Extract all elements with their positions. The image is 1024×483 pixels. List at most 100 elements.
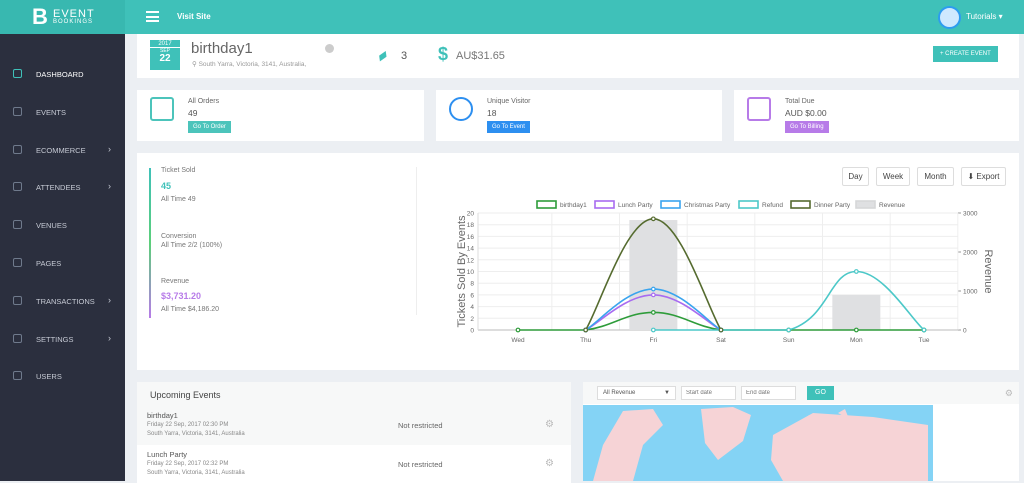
sidebar-item-settings[interactable]: SETTINGS ›	[0, 329, 125, 349]
y2-tick-label: 0	[963, 328, 967, 335]
chevron-right-icon: ›	[108, 143, 111, 154]
data-point	[650, 310, 656, 315]
day-button[interactable]: Day	[842, 167, 869, 186]
download-icon: ⬇	[967, 172, 975, 181]
user-circle-icon	[449, 97, 473, 121]
user-menu[interactable]: Tutorials ▾	[966, 12, 1003, 21]
money-bag-icon	[747, 97, 771, 121]
table-row[interactable]: birthday1 Friday 22 Sep, 2017 02:30 PM S…	[137, 406, 571, 444]
sidebar-item-attendees[interactable]: ATTENDEES ›	[0, 177, 125, 197]
x-tick-label: Mon	[850, 337, 863, 344]
x-tick-label: Sun	[783, 337, 795, 344]
legend-label: birthday1	[560, 202, 587, 209]
month-button[interactable]: Month	[917, 167, 954, 186]
sidebar-item-users[interactable]: USERS	[0, 366, 125, 386]
event-location: ⚲ South Yarra, Victoria, 3141, Australia…	[192, 61, 307, 68]
date-badge: 2017 SEP 22	[150, 40, 180, 70]
y2-tick-label: 3000	[963, 211, 978, 218]
panel-title: Upcoming Events	[150, 390, 221, 400]
sidebar-item-transactions[interactable]: TRANSACTIONS ›	[0, 291, 125, 311]
revenue-select[interactable]: All Revenue ▼	[597, 386, 676, 400]
x-tick-label: Tue	[919, 337, 930, 344]
y-tick-label: 10	[467, 269, 475, 276]
revenue-map-panel: All Revenue▼ GO ⚙	[583, 382, 1019, 481]
top-bar: B EVENT BOOKINGS Visit Site Tutorials ▾	[0, 0, 1024, 34]
stat-button[interactable]: Go To Billing	[785, 121, 829, 133]
y2-tick-label: 2000	[963, 250, 978, 257]
data-point	[786, 327, 792, 333]
y-tick-label: 6	[470, 292, 474, 299]
data-point	[650, 216, 656, 222]
cart-icon	[150, 97, 174, 121]
revenue-bar	[832, 294, 881, 330]
x-tick-label: Thu	[580, 337, 592, 344]
go-button[interactable]: GO	[807, 386, 834, 400]
calendar-icon	[13, 106, 22, 116]
tickets-revenue-chart: 0 2 4 6 8 10 12 14 16 18 20 0 1000 2000 3000 Wed Thu Fri S…	[456, 200, 994, 344]
legend-label: Dinner Party	[814, 202, 851, 209]
gear-icon	[13, 333, 22, 343]
divider	[416, 167, 417, 315]
event-name: birthday1	[191, 40, 253, 57]
stat-button[interactable]: Go To Order	[188, 121, 231, 133]
copy-icon	[13, 69, 22, 78]
stat-button[interactable]: Go To Event	[487, 121, 530, 133]
y-axis-label: Tickets Sold By Events	[456, 215, 468, 328]
legend-swatch	[594, 200, 615, 209]
end-date-input[interactable]	[741, 386, 796, 400]
legend-swatch	[660, 200, 681, 209]
data-point	[853, 327, 859, 333]
sidebar-item-pages[interactable]: PAGES	[0, 253, 125, 273]
y-tick-label: 18	[467, 222, 475, 229]
world-map[interactable]	[583, 405, 933, 481]
store-icon	[13, 144, 22, 154]
upcoming-events-panel: Upcoming Events birthday1 Friday 22 Sep,…	[137, 382, 571, 483]
sidebar-item-dashboard[interactable]: DASHBOARD	[0, 64, 125, 84]
menu-toggle-icon[interactable]	[146, 11, 159, 22]
gear-icon[interactable]: ⚙	[545, 419, 554, 430]
sales-chart-card: Ticket Sold 45 All Time 49 Conversion Al…	[137, 153, 1019, 370]
export-button[interactable]: ⬇ Export	[961, 167, 1006, 186]
y-tick-label: 0	[470, 328, 474, 335]
ticket-icon: ▰	[373, 45, 392, 65]
chart-line-icon	[13, 295, 22, 305]
sidebar-item-ecommerce[interactable]: ECOMMERCE ›	[0, 140, 125, 160]
data-point	[718, 327, 724, 333]
visit-site-link[interactable]: Visit Site	[177, 12, 211, 21]
x-tick-label: Wed	[511, 337, 525, 344]
timeline	[149, 168, 151, 318]
y2-tick-label: 1000	[963, 289, 978, 296]
sidebar: DASHBOARD EVENTS ECOMMERCE › ATTENDEES › VENUE…	[0, 34, 125, 481]
legend-swatch	[855, 200, 876, 209]
x-tick-label: Fri	[650, 337, 658, 344]
data-point	[515, 327, 521, 333]
legend-label: Lunch Party	[618, 202, 653, 209]
gear-icon[interactable]: ⚙	[545, 458, 554, 469]
avatar[interactable]	[938, 6, 961, 29]
legend-label: Refund	[762, 202, 783, 209]
stat-card: All Orders 49 Go To Order	[137, 90, 424, 141]
y-tick-label: 16	[467, 234, 475, 241]
y-tick-label: 8	[470, 281, 474, 288]
caret-down-icon: ▼	[664, 390, 670, 396]
sidebar-item-venues[interactable]: VENUES	[0, 215, 125, 235]
y-tick-label: 4	[470, 304, 474, 311]
legend-swatch	[790, 200, 811, 209]
data-point	[650, 292, 656, 298]
sidebar-item-events[interactable]: EVENTS	[0, 102, 125, 122]
start-date-input[interactable]	[681, 386, 736, 400]
gear-icon[interactable]: ⚙	[1004, 388, 1013, 398]
logo[interactable]: B EVENT BOOKINGS	[0, 0, 125, 34]
data-point	[921, 327, 927, 333]
stat-card: Total Due AUD $0.00 Go To Billing	[734, 90, 1019, 141]
week-button[interactable]: Week	[876, 167, 910, 186]
stat-card: Unique Visitor 18 Go To Event	[436, 90, 722, 141]
create-event-button[interactable]: + CREATE EVENT	[933, 46, 998, 62]
data-point	[650, 327, 656, 333]
series-line-refund	[653, 270, 925, 331]
y-tick-label: 14	[467, 246, 475, 253]
dollar-icon: $	[438, 44, 449, 64]
chevron-down-icon[interactable]	[325, 44, 334, 53]
chevron-right-icon: ›	[108, 332, 111, 343]
table-row[interactable]: Lunch Party Friday 22 Sep, 2017 02:32 PM…	[137, 445, 571, 483]
